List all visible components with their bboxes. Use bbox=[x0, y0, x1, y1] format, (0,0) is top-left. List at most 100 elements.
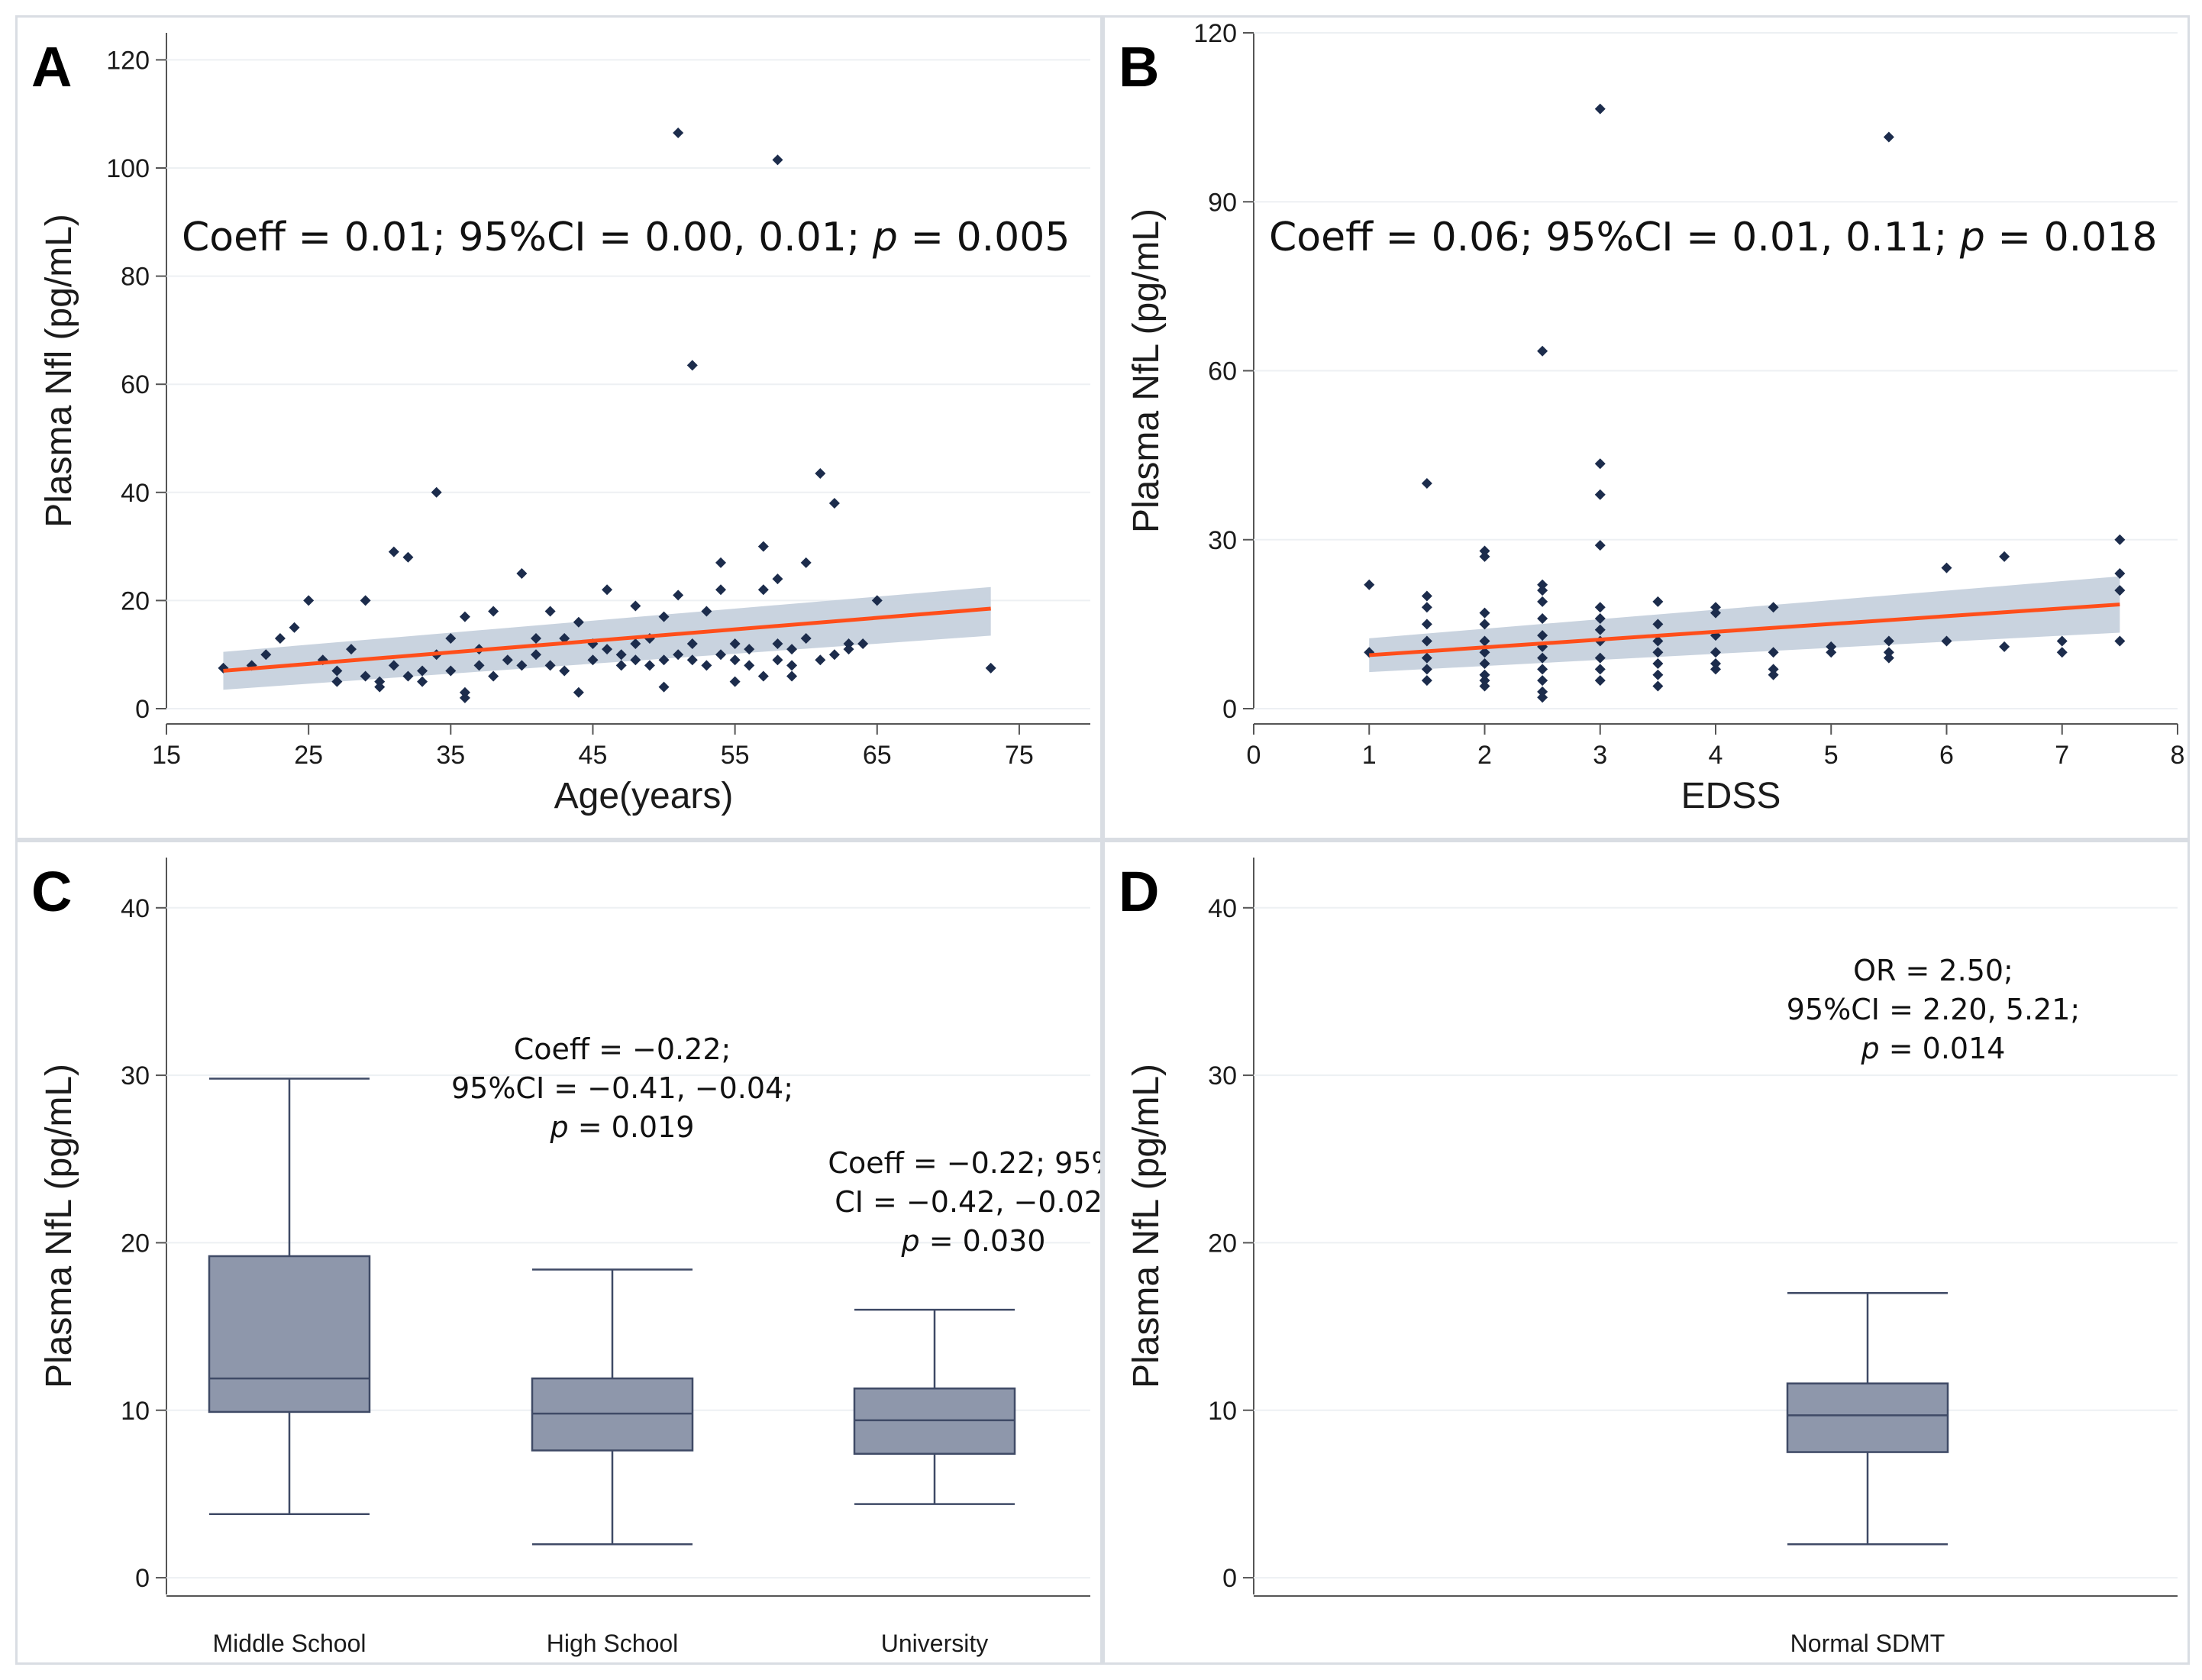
y-tick-label: 20 bbox=[121, 1229, 150, 1258]
data-point bbox=[786, 644, 798, 655]
data-point bbox=[1479, 545, 1490, 557]
annotation-line: Coeff = −0.22; bbox=[514, 1032, 731, 1066]
data-point bbox=[800, 632, 812, 644]
data-point bbox=[1826, 647, 1837, 658]
data-point bbox=[1537, 675, 1548, 687]
data-point bbox=[374, 681, 386, 693]
data-point bbox=[757, 584, 769, 596]
box-group bbox=[853, 1308, 1016, 1505]
education-box-chart: 0 10 20 30 40 Plasma NfL (pg/mL) Middle School… bbox=[31, 858, 1100, 1657]
data-point bbox=[331, 665, 343, 677]
annotation-p-value: p = 0.030 bbox=[901, 1224, 1046, 1258]
x-tick-label: 8 bbox=[2171, 741, 2185, 770]
data-point bbox=[374, 676, 386, 687]
data-point bbox=[445, 665, 457, 677]
data-point bbox=[516, 568, 528, 579]
panel-label: B bbox=[1119, 35, 1159, 99]
data-point bbox=[531, 632, 541, 644]
stat-annotation: Coeff = 0.01; 95%CI = 0.00, 0.01; p = 0.… bbox=[182, 215, 1070, 260]
data-point bbox=[1479, 607, 1490, 619]
y-tick-label: 20 bbox=[121, 586, 150, 615]
y-tick-label: 80 bbox=[121, 263, 150, 292]
data-point bbox=[2056, 647, 2068, 658]
regression-line bbox=[223, 606, 991, 673]
data-point bbox=[1421, 478, 1432, 489]
data-point bbox=[744, 644, 755, 655]
data-point bbox=[729, 676, 741, 687]
data-point bbox=[673, 127, 684, 138]
category-label: High School bbox=[547, 1630, 679, 1657]
y-tick-label: 120 bbox=[1193, 19, 1237, 48]
data-point bbox=[1421, 635, 1432, 647]
data-point bbox=[1768, 664, 1779, 675]
data-point bbox=[544, 606, 556, 617]
y-tick-label: 90 bbox=[1208, 188, 1237, 217]
data-point bbox=[459, 611, 470, 622]
y-tick-label: 0 bbox=[135, 1564, 150, 1593]
y-tick-label: 10 bbox=[121, 1397, 150, 1426]
category-label: University bbox=[881, 1630, 988, 1657]
data-point bbox=[1537, 596, 1548, 607]
y-tick-label: 40 bbox=[1208, 894, 1237, 923]
x-tick-label: 3 bbox=[1593, 741, 1607, 770]
data-point bbox=[473, 660, 485, 671]
data-point bbox=[1537, 630, 1548, 641]
data-point bbox=[1479, 551, 1490, 562]
data-point bbox=[531, 649, 541, 661]
data-point bbox=[828, 497, 840, 509]
iqr-box bbox=[1786, 1382, 1949, 1453]
data-point bbox=[289, 622, 300, 633]
y-tick-label: 40 bbox=[121, 894, 150, 923]
data-point bbox=[715, 584, 726, 596]
data-point bbox=[686, 638, 698, 650]
panel-label: C bbox=[31, 860, 72, 923]
x-tick-label: 6 bbox=[1939, 741, 1954, 770]
data-point bbox=[274, 632, 286, 644]
data-point bbox=[744, 660, 755, 671]
data-point bbox=[701, 660, 712, 671]
data-point bbox=[985, 662, 996, 674]
data-point bbox=[459, 692, 470, 703]
data-point bbox=[260, 649, 272, 661]
data-point bbox=[857, 638, 869, 650]
data-point bbox=[1537, 686, 1548, 697]
data-point bbox=[673, 590, 684, 601]
annotation-line: OR = 2.50; bbox=[1853, 954, 2013, 987]
panel-a: 0 20 40 60 80 100 120 Plasma Nfl (pg/mL) 15 25 35 4… bbox=[15, 15, 1103, 840]
data-point bbox=[658, 681, 670, 693]
data-point bbox=[559, 665, 570, 677]
data-point bbox=[1537, 345, 1548, 357]
y-tick-label: 0 bbox=[1222, 1564, 1237, 1593]
data-point bbox=[1594, 613, 1606, 624]
data-point bbox=[1364, 579, 1375, 590]
data-point bbox=[1537, 613, 1548, 624]
data-point bbox=[1710, 664, 1721, 675]
category-label: Middle School bbox=[213, 1630, 366, 1657]
data-point bbox=[871, 595, 883, 606]
data-point bbox=[1479, 619, 1490, 630]
confidence-band bbox=[1369, 576, 2120, 673]
data-point bbox=[417, 676, 428, 687]
data-point bbox=[630, 638, 641, 650]
data-point bbox=[1594, 540, 1606, 551]
y-axis-label: Plasma NfL (pg/mL) bbox=[1126, 208, 1167, 533]
iqr-box bbox=[208, 1255, 371, 1413]
data-point bbox=[1537, 652, 1548, 664]
y-tick-label: 20 bbox=[1208, 1229, 1237, 1258]
data-point bbox=[786, 660, 798, 671]
data-point bbox=[1479, 680, 1490, 692]
data-point bbox=[1594, 652, 1606, 664]
data-point bbox=[1594, 664, 1606, 675]
x-tick-label: 4 bbox=[1709, 741, 1723, 770]
data-point bbox=[1537, 585, 1548, 596]
data-point bbox=[800, 557, 812, 568]
data-point bbox=[615, 649, 627, 661]
y-tick-label: 100 bbox=[106, 154, 150, 183]
data-point bbox=[544, 660, 556, 671]
data-point bbox=[1594, 458, 1606, 470]
data-point bbox=[559, 632, 570, 644]
data-point bbox=[2114, 568, 2126, 579]
data-point bbox=[402, 670, 414, 682]
data-point bbox=[502, 654, 513, 666]
